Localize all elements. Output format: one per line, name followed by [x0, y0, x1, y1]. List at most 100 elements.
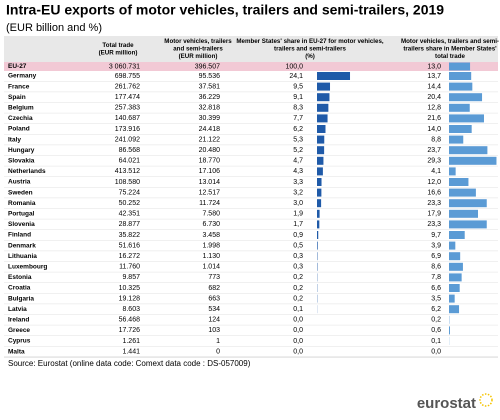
country: Cyprus [8, 338, 31, 345]
share-trade-bar [449, 326, 450, 335]
total-trade: 28.877 [119, 221, 141, 228]
share-trade: 0,1 [431, 338, 441, 345]
motor-vehicles: 1.998 [202, 242, 220, 249]
share-eu-bar [317, 209, 320, 218]
motor-vehicles: 32.818 [199, 105, 221, 112]
share-trade-bar [449, 305, 460, 314]
column-header: trailers share in Member States' [403, 46, 497, 53]
country: Poland [8, 126, 30, 133]
share-trade: 0,0 [431, 348, 441, 355]
total-trade: 241.092 [115, 136, 140, 143]
motor-vehicles: 24.418 [199, 126, 221, 133]
share-eu-bar [317, 167, 323, 176]
share-eu-bar [317, 188, 322, 197]
country: Belgium [8, 105, 34, 112]
share-eu: 5,2 [293, 147, 303, 154]
share-trade-bar [449, 62, 471, 71]
motor-vehicles: 124 [208, 317, 220, 324]
share-trade-bar [449, 284, 460, 292]
total-trade: 75.224 [119, 189, 141, 196]
country: France [8, 83, 30, 90]
motor-vehicles: 1.014 [202, 264, 220, 271]
total-trade: 42.351 [119, 211, 141, 218]
total-trade: 257.383 [115, 105, 140, 112]
motor-vehicles: 11.724 [199, 200, 220, 207]
share-trade-bar [449, 220, 487, 229]
motor-vehicles: 13.014 [199, 179, 221, 186]
share-eu-bar [317, 231, 319, 239]
country: Greece [8, 327, 30, 334]
share-eu-bar [317, 146, 325, 155]
share-eu-bar [317, 114, 328, 123]
motor-vehicles: 0 [216, 348, 220, 355]
share-trade: 13,0 [427, 63, 441, 70]
motor-vehicles: 36.229 [199, 94, 221, 101]
share-eu-bar [317, 93, 330, 102]
country: Latvia [8, 306, 27, 313]
total-trade: 8.603 [122, 306, 140, 313]
country: Spain [8, 94, 26, 101]
share-trade: 14,0 [427, 126, 441, 133]
total-trade: 64.021 [119, 158, 141, 165]
share-eu: 0,2 [293, 295, 303, 302]
share-trade: 14,4 [427, 83, 441, 90]
share-eu: 9,5 [293, 83, 303, 90]
total-trade: 17.726 [119, 327, 141, 334]
share-eu: 0,2 [293, 285, 303, 292]
share-eu: 3,2 [293, 189, 303, 196]
column-header: Total trade [102, 42, 134, 49]
share-trade: 8,8 [431, 136, 441, 143]
share-trade-bar [449, 252, 461, 261]
share-trade: 20,4 [427, 94, 441, 101]
total-trade: 16.272 [119, 253, 141, 260]
header-bg [4, 36, 498, 62]
motor-vehicles: 534 [208, 306, 220, 313]
share-eu: 3,3 [293, 179, 303, 186]
country: Czechia [8, 115, 33, 122]
country: Portugal [8, 211, 35, 218]
column-header: (%) [305, 53, 315, 60]
total-trade: 11.760 [119, 264, 140, 271]
motor-vehicles: 37.581 [199, 83, 221, 90]
motor-vehicles: 396.507 [195, 63, 220, 70]
share-eu: 6,2 [293, 126, 303, 133]
country: Finland [8, 232, 31, 239]
column-header: Motor vehicles, trailers [164, 38, 232, 45]
share-eu: 0,5 [293, 242, 303, 249]
country: Ireland [8, 317, 29, 324]
share-eu: 0,3 [293, 264, 303, 271]
share-trade: 29,3 [427, 158, 441, 165]
motor-vehicles: 17.106 [199, 168, 221, 175]
motor-vehicles: 103 [208, 327, 220, 334]
column-header: Motor vehicles, trailers and semi- [401, 38, 499, 45]
share-trade: 9,7 [431, 232, 441, 239]
share-trade-bar [449, 294, 455, 303]
share-eu-bar [317, 156, 324, 165]
country: Estonia [8, 274, 32, 281]
motor-vehicles: 773 [208, 274, 220, 281]
share-eu: 4,7 [293, 158, 303, 165]
share-eu-bar [317, 178, 322, 186]
motor-vehicles: 12.517 [199, 189, 221, 196]
motor-vehicles: 95.536 [199, 73, 221, 80]
total-trade: 108.580 [115, 179, 140, 186]
motor-vehicles: 30.399 [199, 115, 221, 122]
motor-vehicles: 1 [216, 338, 220, 345]
share-trade: 12,8 [427, 105, 441, 112]
total-trade: 35.822 [119, 232, 141, 239]
share-trade: 0,2 [431, 317, 441, 324]
share-eu: 1,9 [293, 211, 303, 218]
country: Bulgaria [8, 295, 34, 302]
total-trade: 9.857 [122, 274, 140, 281]
share-eu: 0,0 [293, 338, 303, 345]
country: Germany [8, 73, 37, 80]
share-eu-bar [317, 241, 318, 250]
logo-stars [479, 393, 493, 407]
column-header: Member States' share in EU-27 for motor … [236, 38, 384, 45]
column-header: (EUR million) [99, 49, 138, 56]
share-trade: 12,0 [427, 179, 441, 186]
country: Luxembourg [8, 264, 47, 271]
title: Intra-EU exports of motor vehicles, trai… [6, 2, 444, 18]
share-eu-bar [317, 199, 322, 208]
total-trade: 86.568 [119, 147, 141, 154]
